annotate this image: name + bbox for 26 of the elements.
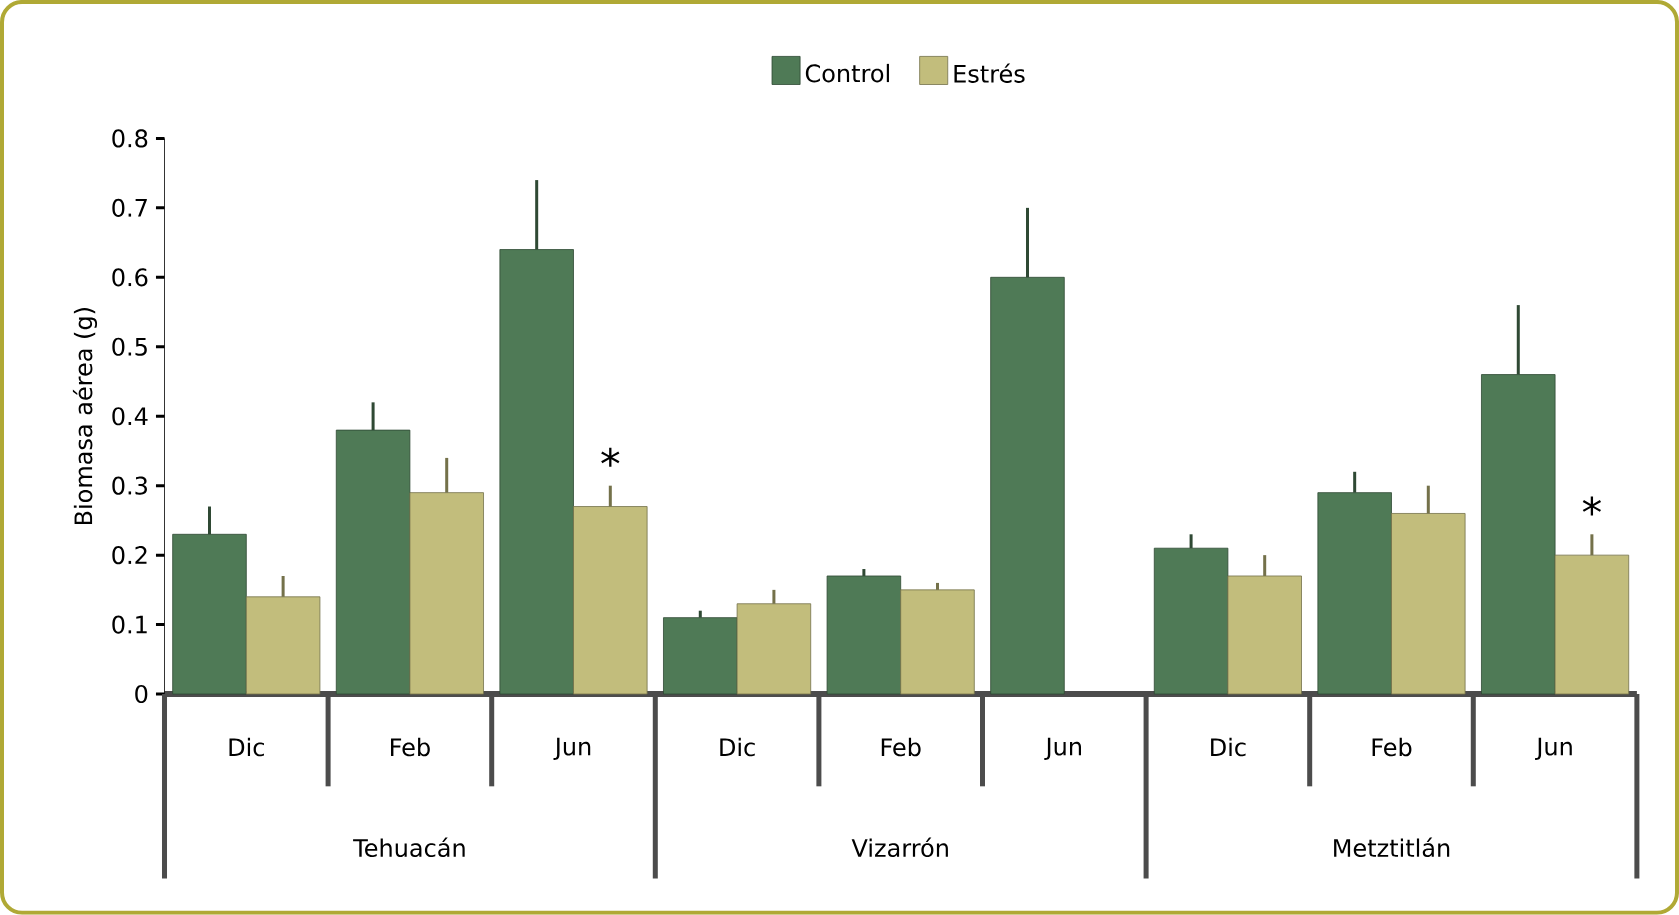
data-label: * <box>601 448 620 467</box>
y-tick-label: 0.6 <box>112 268 148 287</box>
y-tick-label: 0.3 <box>112 476 147 495</box>
data-label: * <box>1582 496 1602 516</box>
y-tick-label: 0.8 <box>112 129 148 148</box>
y-tick-label: 0.1 <box>112 615 147 634</box>
y-tick-label: 0.5 <box>112 337 147 356</box>
x-tick-label: Jun <box>553 737 591 761</box>
y-axis-title: Biomasa aérea (g) <box>72 308 98 525</box>
text: Tehuacán <box>353 837 465 858</box>
y-tick-label: 0 <box>135 685 148 704</box>
legend-label: Control <box>805 64 889 83</box>
x-tick-label: Dic <box>720 737 755 757</box>
text: Metztitlán <box>1334 837 1450 858</box>
x-tick-label: Jun <box>1044 737 1081 761</box>
x-tick-label: Dic <box>1211 737 1246 757</box>
legend-label: Estrés <box>954 63 1025 84</box>
y-tick-label: 0.2 <box>112 546 147 565</box>
x-tick-label: Jun <box>1535 737 1572 761</box>
x-tick-label: Feb <box>1372 737 1412 757</box>
x-tick-label: Dic <box>229 737 264 757</box>
x-tick-label: Feb <box>881 737 921 757</box>
y-tick-label: 0.7 <box>112 198 147 218</box>
y-tick-label: 0.4 <box>112 407 148 426</box>
x-tick-label: Feb <box>391 737 430 757</box>
text: Vizarrón <box>851 837 948 858</box>
